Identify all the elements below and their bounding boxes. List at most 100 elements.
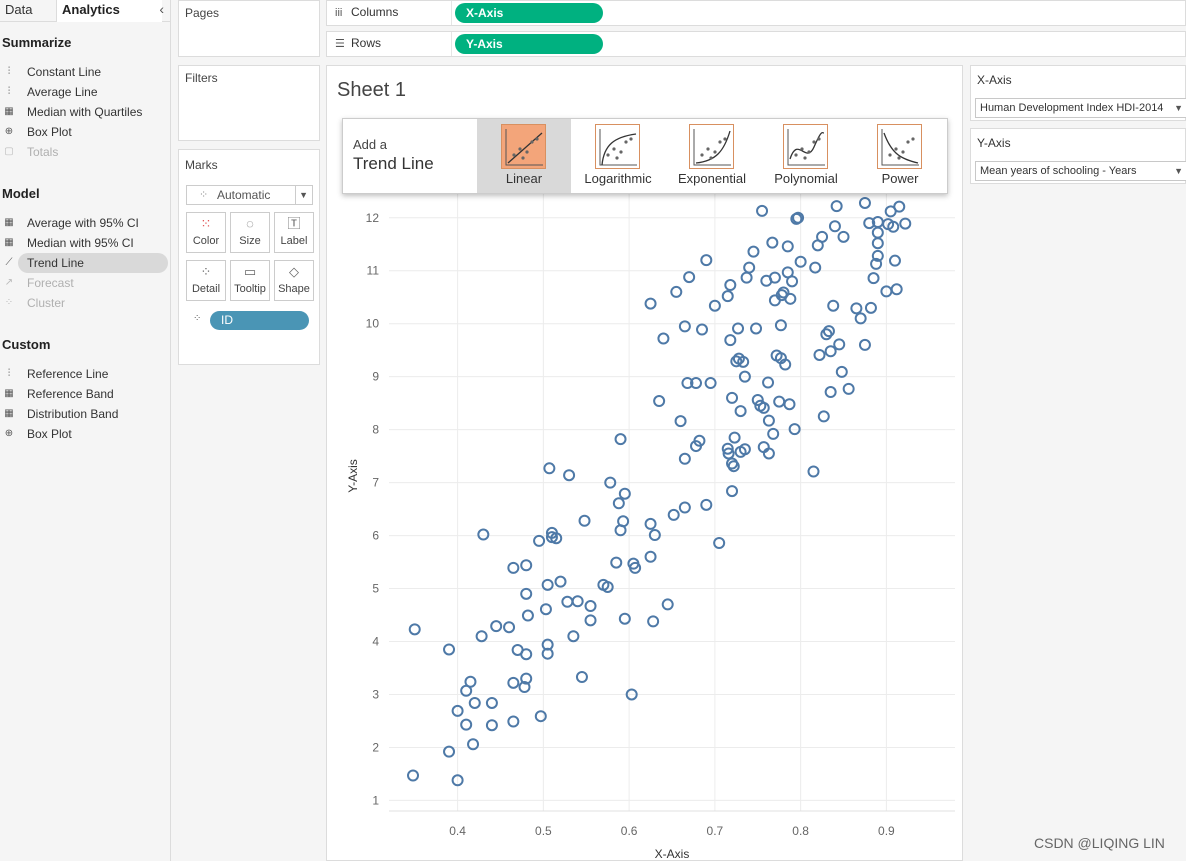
- data-point: [786, 275, 799, 288]
- analytics-item-median-with-95-ci[interactable]: ▦ Median with 95% CI: [0, 233, 168, 253]
- data-point: [464, 675, 477, 688]
- analytics-item-trend-line[interactable]: ⟋ Trend Line: [6, 253, 168, 273]
- analytics-item-box-plot[interactable]: ⊕ Box Plot: [0, 122, 168, 142]
- trend-line-popup: Add a Trend Line Linear Logarithmic Expone…: [342, 118, 948, 194]
- data-point: [794, 255, 807, 268]
- data-point: [807, 465, 820, 478]
- x-axis-parameter-title: X-Axis: [977, 73, 1012, 87]
- y-axis-pill[interactable]: Y-Axis: [455, 34, 603, 54]
- rows-label: Rows: [351, 36, 382, 50]
- marks-size-button[interactable]: ◌ Size: [230, 212, 270, 253]
- analytics-item-label: Average Line: [27, 85, 98, 99]
- data-point: [835, 365, 848, 378]
- reference-line-icon: ⫶: [7, 368, 11, 379]
- pages-card[interactable]: Pages: [178, 0, 320, 57]
- analytics-item-constant-line[interactable]: ⫶ Constant Line: [0, 62, 168, 82]
- id-detail-pill[interactable]: ID: [210, 311, 309, 330]
- trend-option-power[interactable]: Power: [853, 119, 947, 193]
- y-tick-label: 9: [372, 370, 379, 384]
- trend-line-icon: ⟋: [5, 257, 13, 268]
- watermark: CSDN @LIQING LIN: [1034, 835, 1165, 851]
- analytics-item-reference-band[interactable]: ▦ Reference Band: [0, 384, 168, 404]
- trend-option-logarithmic[interactable]: Logarithmic: [571, 119, 665, 193]
- marks-detail-button[interactable]: ⁘ Detail: [186, 260, 226, 301]
- trend-option-polynomial[interactable]: Polynomial: [759, 119, 853, 193]
- trend-option-exponential[interactable]: Exponential: [665, 119, 759, 193]
- marks-button-label: Label: [280, 235, 308, 247]
- data-point: [713, 536, 726, 549]
- data-point: [468, 696, 481, 709]
- tab-data[interactable]: Data: [5, 1, 33, 17]
- data-point: [722, 447, 735, 460]
- mark-type-dropdown[interactable]: ⁘ Automatic ▼: [186, 185, 313, 205]
- data-point: [674, 415, 687, 428]
- analytics-item-median-with-quartiles[interactable]: ▦ Median with Quartiles: [0, 102, 168, 122]
- x-axis-parameter-dropdown[interactable]: Human Development Index HDI-2014 ▼: [975, 98, 1186, 118]
- data-point: [724, 334, 737, 347]
- data-point: [784, 292, 797, 305]
- data-point: [726, 391, 739, 404]
- linear-trend-icon: [501, 124, 546, 169]
- custom-heading: Custom: [2, 337, 51, 352]
- power-trend-icon: [877, 124, 922, 169]
- analytics-item-label: Totals: [27, 145, 59, 159]
- data-point: [575, 670, 588, 683]
- y-tick-label: 7: [372, 476, 379, 490]
- chevron-down-icon: ▼: [295, 186, 308, 204]
- data-point: [850, 302, 863, 315]
- data-point: [762, 376, 775, 389]
- data-point: [443, 643, 456, 656]
- marks-color-button[interactable]: ⁙ Color: [186, 212, 226, 253]
- analytics-item-reference-line[interactable]: ⫶ Reference Line: [0, 364, 168, 384]
- columns-icon: iii: [335, 7, 343, 19]
- analytics-item-average-line[interactable]: ⫶ Average Line: [0, 82, 168, 102]
- analytics-item-box-plot[interactable]: ⊕ Box Plot: [0, 424, 168, 444]
- marks-shape-button[interactable]: ◇ Shape: [274, 260, 314, 301]
- data-point: [518, 681, 531, 694]
- totals-icon: ▢: [4, 146, 14, 157]
- data-point: [824, 386, 837, 399]
- marks-button-label: Tooltip: [234, 283, 266, 295]
- analytics-item-totals[interactable]: ▢ Totals: [0, 142, 168, 162]
- label-icon: 🅃: [287, 216, 301, 231]
- analytics-item-distribution-band[interactable]: ▦ Distribution Band: [0, 404, 168, 424]
- analytics-item-label: Median with 95% CI: [27, 236, 134, 250]
- data-point: [781, 240, 794, 253]
- data-point: [822, 325, 835, 338]
- x-axis-pill[interactable]: X-Axis: [455, 3, 603, 23]
- data-point: [408, 623, 421, 636]
- detail-field-icon: ⁘: [193, 313, 202, 324]
- analytics-item-cluster[interactable]: ⁘ Cluster: [0, 293, 168, 313]
- marks-tooltip-button[interactable]: ▭ Tooltip: [230, 260, 270, 301]
- data-point: [737, 355, 750, 368]
- data-point: [828, 220, 841, 233]
- data-point: [683, 271, 696, 284]
- data-point: [809, 261, 822, 274]
- collapse-panel-icon[interactable]: ‹: [159, 1, 164, 17]
- x-axis-parameter-card: X-Axis Human Development Index HDI-2014 …: [970, 65, 1186, 121]
- data-point: [726, 485, 739, 498]
- tab-analytics[interactable]: Analytics: [56, 0, 162, 22]
- data-point: [618, 487, 631, 500]
- analytics-item-average-with-95-ci[interactable]: ▦ Average with 95% CI: [0, 213, 168, 233]
- y-axis-title: Y-Axis: [346, 459, 360, 493]
- data-point: [667, 508, 680, 521]
- marks-title: Marks: [185, 158, 218, 172]
- data-point: [768, 271, 781, 284]
- exponential-trend-icon: [689, 124, 734, 169]
- data-point: [867, 272, 880, 285]
- data-point: [757, 401, 770, 414]
- x-tick-label: 0.9: [878, 824, 895, 838]
- y-tick-label: 8: [372, 423, 379, 437]
- data-point: [783, 398, 796, 411]
- filters-card[interactable]: Filters: [178, 65, 320, 141]
- trend-option-label: Exponential: [678, 171, 746, 186]
- marks-label-button[interactable]: 🅃 Label: [274, 212, 314, 253]
- trend-option-linear[interactable]: Linear: [477, 119, 571, 193]
- trend-option-label: Polynomial: [774, 171, 838, 186]
- data-point: [734, 405, 747, 418]
- analytics-item-forecast[interactable]: ↗ Forecast: [0, 273, 168, 293]
- analytics-item-label: Median with Quartiles: [27, 105, 143, 119]
- y-axis-parameter-dropdown[interactable]: Mean years of schooling - Years ▼: [975, 161, 1186, 181]
